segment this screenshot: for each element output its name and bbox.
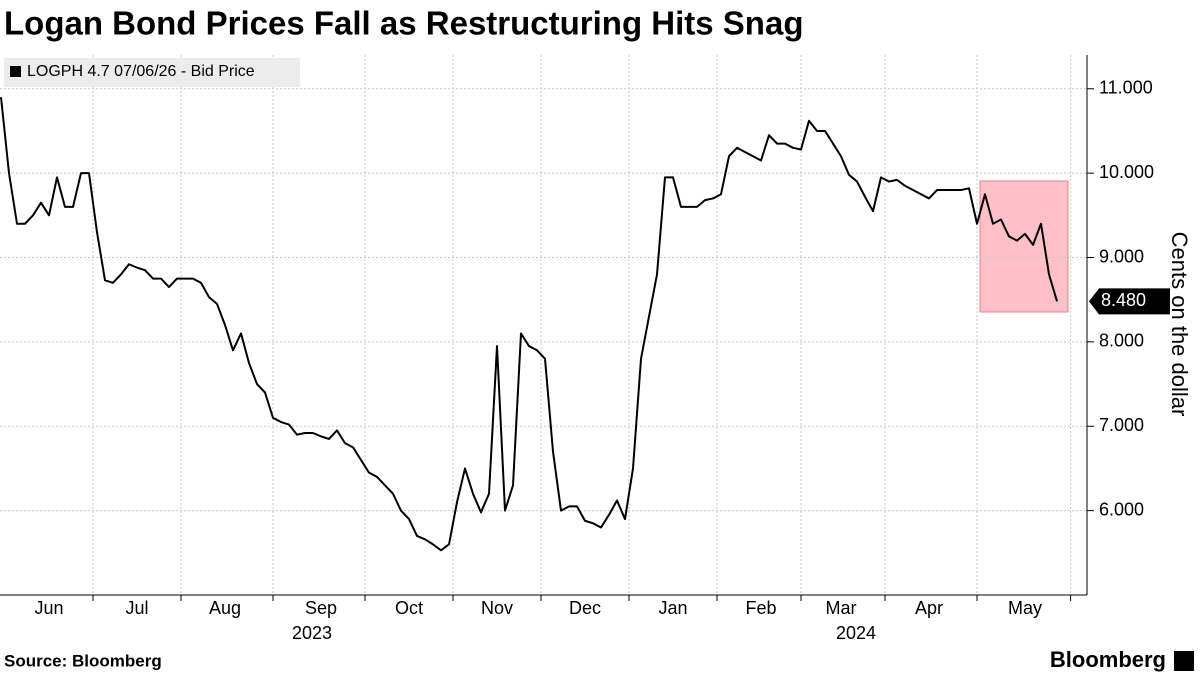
x-tick-label: Jun (34, 598, 63, 618)
x-tick-label: Jul (125, 598, 148, 618)
x-tick-label: Apr (915, 598, 943, 618)
y-tick-label: 11.000 (1099, 78, 1153, 98)
year-label: 2023 (292, 623, 332, 643)
chart-title: Logan Bond Prices Fall as Restructuring … (4, 5, 803, 42)
legend-swatch (10, 66, 21, 77)
x-tick-label: Jan (658, 598, 687, 618)
x-tick-label: Dec (569, 598, 601, 618)
y-tick-label: 6.000 (1099, 499, 1144, 519)
y-tick-label: 9.000 (1099, 246, 1144, 266)
x-tick-label: Feb (745, 598, 776, 618)
x-tick-label: Mar (826, 598, 857, 618)
x-tick-label: Sep (305, 598, 337, 618)
y-tick-label: 10.000 (1099, 162, 1154, 182)
source: Source: Bloomberg (4, 651, 162, 670)
brand-icon (1174, 651, 1194, 671)
grid (0, 55, 1087, 595)
x-tick-label: Aug (209, 598, 241, 618)
y-tick-label: 8.000 (1099, 331, 1144, 351)
legend-label: LOGPH 4.7 07/06/26 - Bid Price (27, 63, 255, 80)
x-tick-label: May (1008, 598, 1042, 618)
legend (4, 58, 300, 87)
end-label-tag (1089, 288, 1170, 315)
series-line (0, 97, 1058, 552)
end-label: 8.480 (1101, 290, 1146, 310)
x-tick-label: Oct (395, 598, 423, 618)
year-label: 2024 (836, 623, 876, 643)
x-tick-label: Nov (481, 598, 513, 618)
y-tick-label: 7.000 (1099, 415, 1144, 435)
brand: Bloomberg (1050, 647, 1166, 672)
y-axis-label: Cents on the dollar (1167, 232, 1192, 417)
